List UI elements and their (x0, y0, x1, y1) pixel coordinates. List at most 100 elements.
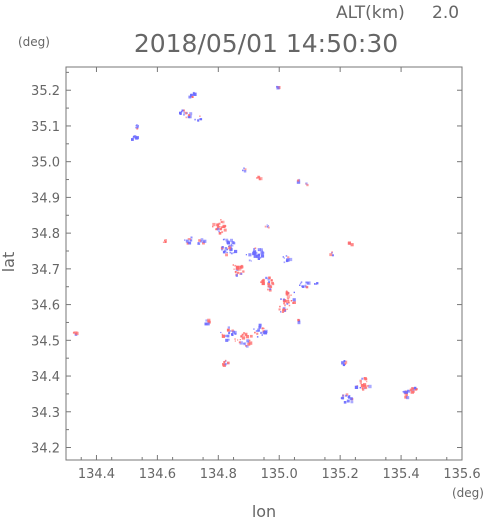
data-point (261, 334, 263, 336)
data-point (136, 124, 138, 126)
data-point (272, 283, 275, 286)
data-point (307, 281, 311, 285)
data-point (284, 304, 286, 307)
data-point (331, 252, 333, 254)
data-point (264, 332, 266, 334)
data-point (286, 259, 288, 262)
data-point (232, 264, 234, 266)
data-point (360, 384, 365, 388)
data-point (216, 223, 220, 227)
data-point (300, 281, 303, 283)
data-point (270, 279, 272, 282)
data-point (260, 257, 262, 259)
data-point (343, 401, 347, 404)
data-point (205, 319, 208, 322)
data-point (299, 282, 302, 285)
data-point (257, 253, 260, 257)
data-point (260, 254, 265, 258)
data-point (223, 361, 226, 363)
data-point (236, 273, 238, 276)
data-point (288, 304, 291, 307)
data-point (416, 388, 418, 390)
data-point (224, 247, 228, 250)
data-point (350, 400, 354, 404)
data-point (136, 126, 139, 129)
data-point (256, 177, 258, 179)
data-point (285, 255, 288, 257)
data-point (411, 387, 414, 390)
x-tick-label: 134.4 (78, 467, 115, 482)
data-point (225, 338, 229, 342)
data-point (187, 115, 191, 119)
data-point (240, 335, 243, 337)
data-point (134, 135, 137, 138)
data-point (292, 302, 294, 304)
data-point (200, 238, 204, 241)
data-point (220, 331, 222, 334)
data-point (257, 328, 260, 332)
data-point (223, 228, 227, 232)
y-tick-label: 34.7 (31, 263, 60, 278)
data-point (344, 363, 347, 365)
data-point (228, 245, 230, 247)
data-point (228, 332, 231, 335)
data-point (234, 264, 237, 267)
data-point (227, 326, 230, 329)
data-point (136, 127, 139, 130)
data-point (232, 245, 234, 247)
x-tick-label: 135.4 (382, 467, 419, 482)
data-point (341, 361, 345, 365)
data-point (190, 93, 193, 96)
data-point (363, 377, 367, 381)
data-point (245, 345, 249, 348)
data-point (198, 239, 201, 242)
data-point (248, 339, 251, 342)
y-tick-label: 35.0 (31, 156, 60, 171)
y-tick-label: 34.9 (31, 191, 60, 206)
data-point (188, 114, 191, 117)
data-point (230, 252, 233, 255)
data-point (287, 297, 289, 300)
data-point (179, 111, 182, 115)
data-point (256, 336, 259, 338)
data-point (314, 283, 316, 285)
data-point (367, 385, 369, 387)
data-point (316, 282, 319, 285)
data-point (238, 341, 241, 344)
altitude-label: ALT(km) (336, 3, 405, 23)
y-axis-unit: (deg) (18, 35, 50, 49)
data-point (222, 363, 225, 366)
data-point (224, 334, 228, 337)
data-point (185, 239, 189, 243)
data-point (268, 288, 272, 292)
data-point (181, 109, 184, 112)
data-point (260, 331, 263, 334)
data-point (256, 254, 260, 259)
x-tick-label: 135.6 (443, 467, 480, 482)
data-point (262, 251, 265, 254)
data-point (361, 387, 364, 390)
data-point (232, 330, 235, 334)
data-point (234, 338, 236, 340)
data-point (344, 360, 348, 364)
data-point (261, 327, 264, 330)
data-point (292, 298, 296, 302)
data-point (243, 332, 245, 334)
data-point (267, 278, 270, 281)
data-point (223, 250, 226, 253)
data-point (233, 268, 235, 270)
data-point (188, 241, 192, 245)
data-point (304, 284, 307, 287)
data-point (235, 266, 239, 270)
data-point (364, 386, 368, 390)
data-point (193, 93, 196, 96)
data-point (305, 285, 309, 289)
data-point (219, 227, 223, 231)
data-point (212, 222, 216, 227)
data-point (230, 330, 232, 332)
plot-area: 134.4 134.6 134.8 135.0 135.2 135.4 135.6 34.2… (31, 66, 481, 482)
data-point (243, 170, 247, 173)
data-point (72, 332, 75, 334)
data-point (227, 338, 230, 341)
